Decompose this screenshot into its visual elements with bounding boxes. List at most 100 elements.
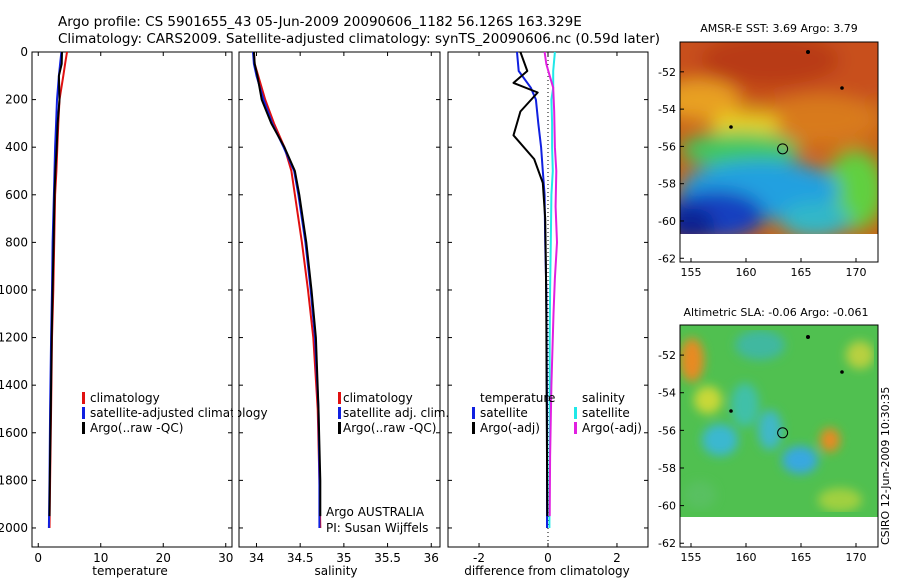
x-tick-label: 0: [544, 551, 552, 565]
figure-title-line2: Climatology: CARS2009. Satellite-adjuste…: [58, 31, 660, 47]
track-dot: [840, 370, 844, 374]
profile-location-marker: [777, 143, 789, 155]
map-y-tick-label: -60: [658, 500, 676, 513]
x-tick-label: 35.5: [374, 551, 401, 565]
salinity-legend: climatology satellite adj. clim. Argo(..…: [338, 391, 449, 435]
map-y-tick-label: -58: [658, 178, 676, 191]
x-tick-label: 2: [613, 551, 621, 565]
map-x-tick-label: 165: [791, 266, 812, 279]
sla-no-data: [680, 517, 878, 547]
sst-hot-core: [700, 42, 840, 85]
sla-blue-south: [782, 446, 818, 474]
temperature-plot: 0 10 20 30: [32, 51, 233, 565]
pi-label: PI: Susan Wijffels: [326, 521, 428, 535]
depth-tick-label: 1600: [0, 426, 28, 440]
map-y-tick-label: -54: [658, 387, 676, 400]
map-y-tick-label: -52: [658, 349, 676, 362]
legend-label: satellite: [480, 406, 528, 420]
track-dot: [806, 335, 810, 339]
salinity-panel-frame: [238, 51, 441, 548]
sla-green-sw: [684, 481, 716, 509]
x-tick-label: 10: [93, 551, 108, 565]
x-tick-label: 30: [218, 551, 233, 565]
sst-yellow-front: [710, 111, 780, 139]
sst-map-title: AMSR-E SST: 3.69 Argo: 3.79: [700, 22, 858, 35]
x-tick-label: 0: [34, 551, 42, 565]
depth-tick-label: 400: [5, 140, 28, 154]
sla-yellow-east: [846, 341, 874, 369]
x-tick-label: -2: [473, 551, 485, 565]
sla-teal-north: [735, 330, 785, 360]
legend-label: climatology: [343, 391, 413, 405]
depth-tick-label: 0: [20, 45, 28, 59]
legend-swatch-satellite: [338, 407, 341, 419]
legend-header-temperature: temperature: [480, 391, 555, 405]
profile-location-marker: [777, 427, 789, 439]
sst-orange-east: [760, 95, 878, 145]
temperature-panel-frame: [31, 51, 233, 548]
legend-label: Argo(..raw -QC): [90, 421, 183, 435]
depth-tick-label: 800: [5, 235, 28, 249]
series-line: [252, 51, 322, 517]
sla-map-frame: [679, 324, 879, 548]
legend-label: satellite-adjusted climatology: [90, 406, 268, 420]
map-x-tick-label: 160: [736, 551, 757, 564]
sla-yellow-south: [818, 488, 862, 512]
map-y-tick-label: -62: [658, 537, 676, 550]
sla-yellow-west: [694, 386, 722, 414]
sla-warm-east: [820, 428, 840, 452]
depth-tick-label: 1800: [0, 473, 28, 487]
map-y-tick-label: -52: [658, 66, 676, 79]
legend-swatch-climatology: [338, 392, 341, 404]
legend-label: Argo(-adj): [480, 421, 540, 435]
legend-header-salinity: salinity: [582, 391, 625, 405]
legend-label: climatology: [90, 391, 160, 405]
series-line: [48, 51, 63, 517]
difference-xlabel: difference from climatology: [464, 564, 630, 578]
depth-tick-label: 1400: [0, 378, 28, 392]
depth-tick-label: 2000: [0, 521, 28, 535]
map-x-tick-label: 155: [681, 266, 702, 279]
legend-swatch-temp-argo: [472, 422, 475, 434]
legend-label: satellite: [582, 406, 630, 420]
sla-cyan-west: [702, 424, 738, 456]
depth-tick-label: 200: [5, 93, 28, 107]
sst-heatmap: [680, 42, 878, 234]
salinity-plot: 34 34.5 35 35.5 36: [239, 51, 440, 565]
legend-label: Argo(-adj): [582, 421, 642, 435]
map-x-tick-label: 160: [736, 266, 757, 279]
legend-label: Argo(..raw -QC): [343, 421, 436, 435]
track-dot: [840, 86, 844, 90]
difference-legend: temperature satellite Argo(-adj) salinit…: [472, 391, 642, 435]
map-x-tick-label: 170: [846, 266, 867, 279]
sla-teal-mid: [731, 383, 759, 427]
map-y-tick-label: -60: [658, 215, 676, 228]
legend-swatch-satellite: [82, 407, 85, 419]
depth-tick-label: 600: [5, 188, 28, 202]
difference-plot: -2 0 2: [448, 51, 648, 565]
temperature-xlabel: temperature: [92, 564, 167, 578]
temperature-legend: climatology satellite-adjusted climatolo…: [82, 391, 268, 435]
map-x-tick-label: 165: [791, 551, 812, 564]
legend-swatch-argo: [338, 422, 341, 434]
sla-color-field: [680, 330, 874, 512]
figure-title-line1: Argo profile: CS 5901655_43 05-Jun-2009 …: [58, 14, 582, 30]
argo-program-label: Argo AUSTRALIA: [326, 505, 425, 519]
depth-tick-label: 1000: [0, 283, 28, 297]
series-line: [516, 51, 548, 528]
legend-swatch-argo: [82, 422, 85, 434]
sst-orange-west: [680, 80, 740, 120]
sst-no-data: [680, 234, 878, 262]
x-tick-label: 34: [249, 551, 264, 565]
sst-cyan-east: [780, 202, 850, 234]
track-dot: [729, 409, 733, 413]
map-y-tick-label: -56: [658, 140, 676, 153]
x-tick-label: 34.5: [287, 551, 314, 565]
sst-color-field: [680, 42, 878, 234]
sst-map-frame: [679, 41, 879, 263]
legend-swatch-sal-argo: [574, 422, 577, 434]
map-y-tick-label: -54: [658, 103, 676, 116]
x-tick-label: 36: [424, 551, 439, 565]
map-y-tick-label: -56: [658, 424, 676, 437]
